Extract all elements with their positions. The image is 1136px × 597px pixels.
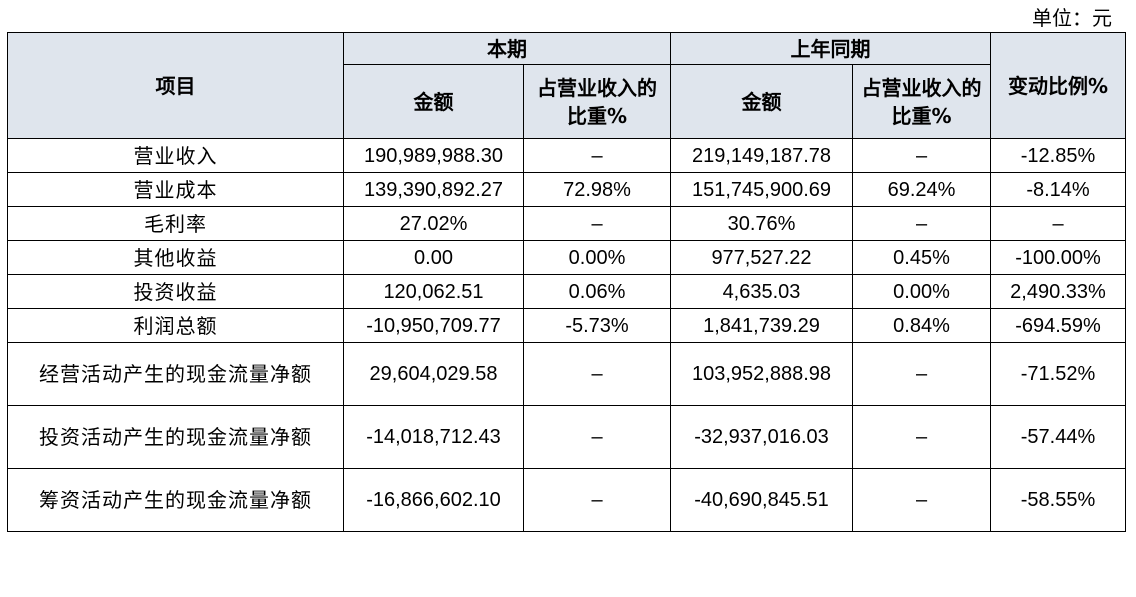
change-ratio: -58.55% bbox=[990, 468, 1126, 532]
header-change-ratio: 变动比例% bbox=[990, 32, 1126, 139]
change-ratio: – bbox=[990, 206, 1126, 241]
prior-share: – bbox=[852, 342, 991, 406]
prior-amount: 977,527.22 bbox=[670, 240, 853, 275]
prior-share: 0.00% bbox=[852, 274, 991, 309]
header-item: 项目 bbox=[7, 32, 344, 139]
current-amount: 29,604,029.58 bbox=[343, 342, 524, 406]
current-share: 72.98% bbox=[523, 172, 671, 207]
current-amount: -14,018,712.43 bbox=[343, 405, 524, 469]
header-prior-amount: 金额 bbox=[670, 64, 853, 139]
table-row: 营业收入 190,989,988.30 – 219,149,187.78 – -… bbox=[7, 138, 1126, 173]
change-ratio: -57.44% bbox=[990, 405, 1126, 469]
prior-share: 69.24% bbox=[852, 172, 991, 207]
current-share: – bbox=[523, 342, 671, 406]
prior-amount: -32,937,016.03 bbox=[670, 405, 853, 469]
current-share: -5.73% bbox=[523, 308, 671, 343]
current-share: 0.00% bbox=[523, 240, 671, 275]
current-amount: 139,390,892.27 bbox=[343, 172, 524, 207]
prior-share: 0.45% bbox=[852, 240, 991, 275]
row-item: 投资收益 bbox=[7, 274, 344, 309]
prior-amount: 4,635.03 bbox=[670, 274, 853, 309]
header-current-amount: 金额 bbox=[343, 64, 524, 139]
table-row: 利润总额 -10,950,709.77 -5.73% 1,841,739.29 … bbox=[7, 308, 1126, 343]
row-item: 筹资活动产生的现金流量净额 bbox=[7, 468, 344, 532]
header-current-share: 占营业收入的比重% bbox=[523, 64, 671, 139]
table-row: 经营活动产生的现金流量净额 29,604,029.58 – 103,952,88… bbox=[7, 342, 1126, 406]
prior-share: – bbox=[852, 405, 991, 469]
table-row: 投资收益 120,062.51 0.06% 4,635.03 0.00% 2,4… bbox=[7, 274, 1126, 309]
prior-amount: 103,952,888.98 bbox=[670, 342, 853, 406]
current-share: – bbox=[523, 206, 671, 241]
prior-amount: 1,841,739.29 bbox=[670, 308, 853, 343]
prior-amount: -40,690,845.51 bbox=[670, 468, 853, 532]
prior-share: 0.84% bbox=[852, 308, 991, 343]
current-share: – bbox=[523, 138, 671, 173]
change-ratio: -8.14% bbox=[990, 172, 1126, 207]
prior-share: – bbox=[852, 206, 991, 241]
header-prior-share: 占营业收入的比重% bbox=[852, 64, 991, 139]
prior-amount: 30.76% bbox=[670, 206, 853, 241]
current-amount: 120,062.51 bbox=[343, 274, 524, 309]
prior-amount: 151,745,900.69 bbox=[670, 172, 853, 207]
current-amount: 0.00 bbox=[343, 240, 524, 275]
current-amount: -10,950,709.77 bbox=[343, 308, 524, 343]
financial-table: 项目 本期 上年同期 变动比例% 金额 占营业收入的比重% 金额 占营业收入的比… bbox=[7, 32, 1126, 532]
table-row: 投资活动产生的现金流量净额 -14,018,712.43 – -32,937,0… bbox=[7, 405, 1126, 469]
table-row: 筹资活动产生的现金流量净额 -16,866,602.10 – -40,690,8… bbox=[7, 468, 1126, 532]
row-item: 利润总额 bbox=[7, 308, 344, 343]
current-share: – bbox=[523, 468, 671, 532]
change-ratio: -71.52% bbox=[990, 342, 1126, 406]
row-item: 经营活动产生的现金流量净额 bbox=[7, 342, 344, 406]
change-ratio: -12.85% bbox=[990, 138, 1126, 173]
table-header: 项目 本期 上年同期 变动比例% 金额 占营业收入的比重% 金额 占营业收入的比… bbox=[7, 32, 1126, 139]
row-item: 营业成本 bbox=[7, 172, 344, 207]
header-current-period: 本期 bbox=[343, 32, 671, 65]
table-row: 营业成本 139,390,892.27 72.98% 151,745,900.6… bbox=[7, 172, 1126, 207]
current-share: – bbox=[523, 405, 671, 469]
change-ratio: -100.00% bbox=[990, 240, 1126, 275]
change-ratio: 2,490.33% bbox=[990, 274, 1126, 309]
current-share: 0.06% bbox=[523, 274, 671, 309]
unit-label: 单位：元 bbox=[1032, 6, 1112, 30]
prior-share: – bbox=[852, 138, 991, 173]
row-item: 营业收入 bbox=[7, 138, 344, 173]
prior-share: – bbox=[852, 468, 991, 532]
table-row: 其他收益 0.00 0.00% 977,527.22 0.45% -100.00… bbox=[7, 240, 1126, 275]
prior-amount: 219,149,187.78 bbox=[670, 138, 853, 173]
header-prior-period: 上年同期 bbox=[670, 32, 991, 65]
row-item: 其他收益 bbox=[7, 240, 344, 275]
current-amount: 27.02% bbox=[343, 206, 524, 241]
row-item: 毛利率 bbox=[7, 206, 344, 241]
row-item: 投资活动产生的现金流量净额 bbox=[7, 405, 344, 469]
current-amount: -16,866,602.10 bbox=[343, 468, 524, 532]
table-row: 毛利率 27.02% – 30.76% – – bbox=[7, 206, 1126, 241]
current-amount: 190,989,988.30 bbox=[343, 138, 524, 173]
change-ratio: -694.59% bbox=[990, 308, 1126, 343]
